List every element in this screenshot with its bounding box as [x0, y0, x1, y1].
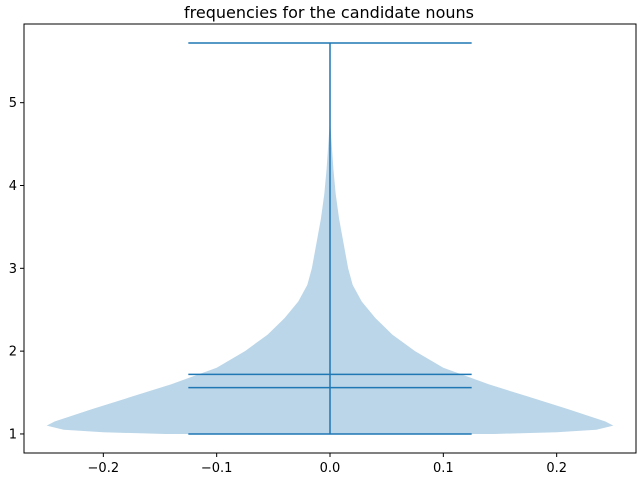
x-tick-label: 0.1 [433, 461, 454, 476]
plot-frame [23, 23, 637, 454]
x-tick-label: −0.1 [201, 461, 233, 476]
y-tick-label: 1 [9, 427, 17, 442]
y-tick-label: 5 [9, 96, 17, 111]
y-tick-label: 3 [9, 262, 17, 277]
x-tick-label: −0.2 [88, 461, 120, 476]
x-tick-label: 0.2 [546, 461, 567, 476]
plot-area: −0.2 −0.1 0.0 0.1 0.2 1 2 3 4 5 [9, 42, 614, 476]
chart-title: frequencies for the candidate nouns [184, 3, 474, 22]
y-tick-label: 2 [9, 345, 17, 360]
x-tick-label: 0.0 [320, 461, 341, 476]
y-tick-label: 4 [9, 179, 17, 194]
